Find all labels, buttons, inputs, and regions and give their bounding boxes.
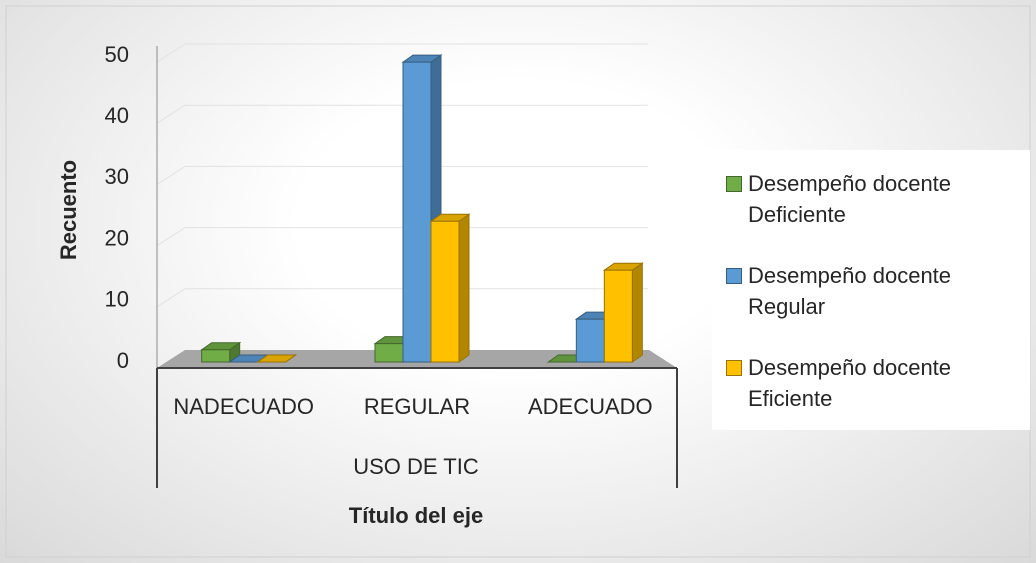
x-tick-label: REGULAR <box>364 394 470 419</box>
grid-wall <box>156 288 186 308</box>
frame <box>5 5 1031 558</box>
x-title: Título del eje <box>349 503 483 528</box>
legend-label: Desempeño docente Deficiente <box>748 171 952 227</box>
y-title: Recuento <box>56 160 81 260</box>
bar-side <box>458 213 470 363</box>
bar <box>201 349 231 363</box>
grid-wall <box>156 104 186 124</box>
bar <box>603 269 633 363</box>
bar <box>402 61 432 363</box>
y-tick-label: 30 <box>105 164 129 189</box>
y-tick-label: 50 <box>105 42 129 67</box>
bar <box>374 343 404 363</box>
legend-swatch <box>726 360 742 376</box>
group-label: USO DE TIC <box>353 454 479 479</box>
grid-wall <box>156 165 186 185</box>
x-tick-label: NADECUADO <box>173 394 314 419</box>
y-tick-label: 0 <box>117 348 129 373</box>
legend-swatch <box>726 268 742 284</box>
legend-item: Desempeño docente Deficiente <box>726 168 1026 230</box>
legend-item: Desempeño docente Regular <box>726 260 1026 322</box>
legend-swatch <box>726 176 742 192</box>
x-tick-label: ADECUADO <box>528 394 653 419</box>
bar-side <box>631 262 643 363</box>
legend-label: Desempeño docente Regular <box>748 263 952 319</box>
bar <box>430 220 460 363</box>
y-tick-label: 20 <box>105 225 129 250</box>
grid-wall <box>156 227 186 247</box>
bar-top <box>256 354 298 363</box>
legend-item: Desempeño docente Eficiente <box>726 352 1026 414</box>
legend: Desempeño docente Deficiente Desempeño do… <box>712 150 1030 430</box>
legend-label: Desempeño docente Eficiente <box>748 355 952 411</box>
bar <box>575 318 605 363</box>
grid-wall <box>156 43 186 63</box>
y-tick-label: 40 <box>105 103 129 128</box>
y-tick-label: 10 <box>105 287 129 312</box>
